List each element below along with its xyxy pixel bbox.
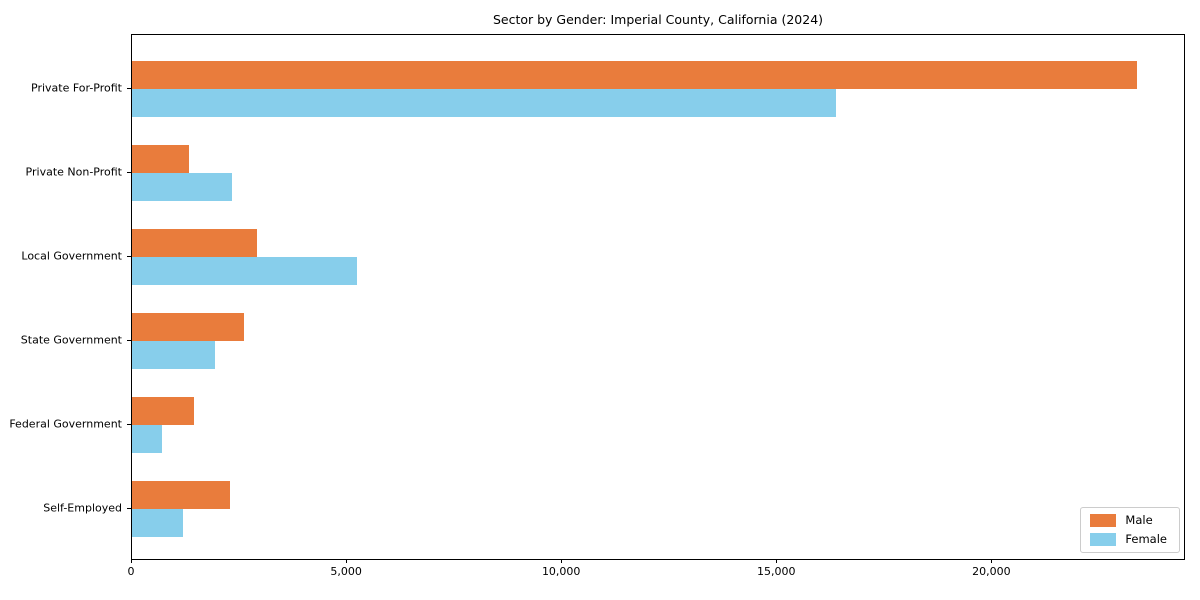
y-axis-label-0: Private For-Profit <box>31 81 122 95</box>
bar-male-2 <box>132 229 257 257</box>
legend: Male Female <box>1080 507 1180 553</box>
bar-female-5 <box>132 509 184 537</box>
bar-male-4 <box>132 397 194 425</box>
bar-female-2 <box>132 257 357 285</box>
bar-female-4 <box>132 425 162 453</box>
y-axis-label-3: State Government <box>20 333 122 347</box>
x-tick-mark <box>561 559 563 563</box>
y-tick-mark <box>127 172 131 173</box>
bar-female-1 <box>132 173 233 201</box>
bar-male-3 <box>132 313 244 341</box>
y-tick-mark <box>127 88 131 89</box>
x-tick-label-2: 10,000 <box>541 565 581 578</box>
x-tick-mark <box>991 559 993 563</box>
y-axis-label-1: Private Non-Profit <box>25 165 122 179</box>
bar-female-0 <box>132 89 837 117</box>
y-tick-mark <box>127 424 131 425</box>
legend-label-female: Female <box>1125 532 1167 546</box>
x-tick-label-4: 20,000 <box>972 565 1011 578</box>
y-axis-label-5: Self-Employed <box>43 501 122 515</box>
male-series-swatch <box>1090 514 1117 527</box>
plot-area: Male Female <box>131 34 1185 560</box>
x-tick-mark <box>131 559 132 563</box>
legend-label-male: Male <box>1125 513 1153 527</box>
female-series-swatch <box>1090 533 1117 546</box>
y-axis-label-4: Federal Government <box>9 417 122 431</box>
legend-item-female: Female <box>1090 533 1167 546</box>
bar-female-3 <box>132 341 215 369</box>
x-tick-label-3: 15,000 <box>757 565 796 578</box>
x-tick-label-0: 0 <box>127 565 135 578</box>
legend-item-male: Male <box>1090 514 1167 527</box>
bar-male-5 <box>132 481 231 509</box>
y-tick-mark <box>127 340 131 341</box>
bar-male-1 <box>132 145 190 173</box>
bar-male-0 <box>132 61 1137 89</box>
chart-title: Sector by Gender: Imperial County, Calif… <box>492 12 824 27</box>
y-tick-mark <box>127 508 131 509</box>
x-tick-mark <box>346 559 348 563</box>
y-tick-mark <box>127 256 131 257</box>
x-tick-mark <box>776 559 778 563</box>
y-axis-label-2: Local Government <box>21 249 122 263</box>
x-tick-label-1: 5,000 <box>330 565 362 578</box>
